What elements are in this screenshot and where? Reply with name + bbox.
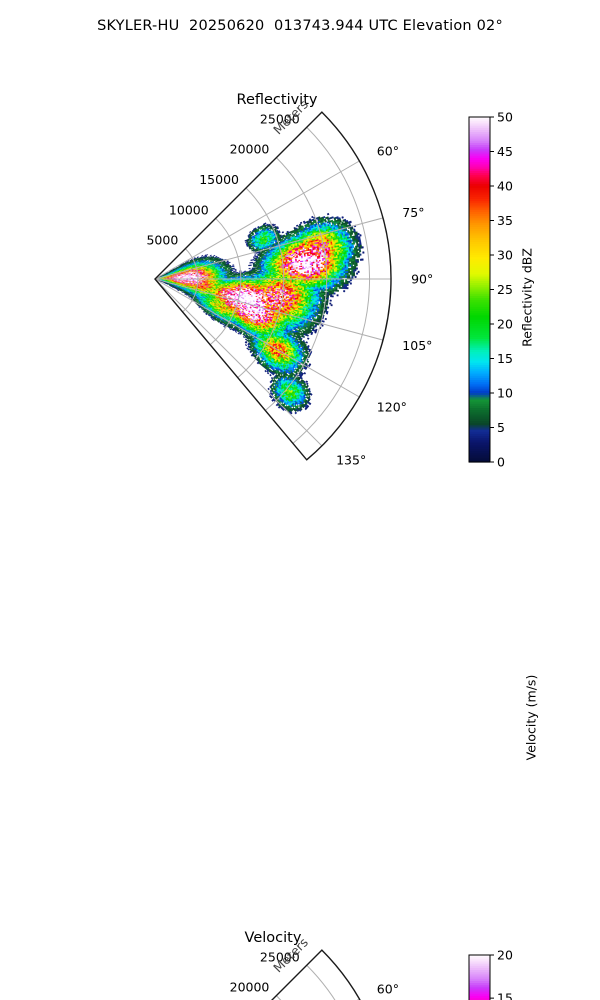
colorbar-label-reflectivity: Reflectivity dBZ xyxy=(520,238,535,358)
colorbar-tick-15: 15 xyxy=(497,991,513,1000)
azimuth-tick-labels: 60°75°90°105°120°135° xyxy=(377,982,399,997)
colorbar-tick-50: 50 xyxy=(497,109,513,124)
colorbar-tick-35: 35 xyxy=(497,213,513,228)
radial-tick-20000: 20000 xyxy=(230,980,270,995)
colorbar-tick-0: 0 xyxy=(497,454,505,469)
colorbar-label-velocity: Velocity (m/s) xyxy=(524,658,539,778)
radial-tick-25000: 25000 xyxy=(260,949,300,964)
azimuth-tick-labels: 60° 75° 90° 105° 120° 135° xyxy=(336,144,433,468)
colorbar: −20−15−10−505101520 xyxy=(468,947,513,1000)
colorbar-tick-30: 30 xyxy=(497,247,513,262)
colorbar: 0 5 10 15 20 25 30 35 40 45 50 xyxy=(468,109,513,469)
radial-tick-10000: 10000 xyxy=(169,202,209,217)
sector-outline xyxy=(154,111,392,461)
colorbar-tick-45: 45 xyxy=(497,144,513,159)
colorbar-tick-15: 15 xyxy=(497,351,513,366)
radial-tick-5000: 5000 xyxy=(146,233,178,248)
radial-tick-20000: 20000 xyxy=(230,142,270,157)
colorbar-tick-25: 25 xyxy=(497,282,513,297)
polar-gridlines xyxy=(276,964,360,1000)
radial-tick-25000: 25000 xyxy=(260,111,300,126)
azimuth-tick-60: 60° xyxy=(377,144,399,159)
colorbar-tick-5: 5 xyxy=(497,420,505,435)
azimuth-tick-105: 105° xyxy=(402,338,432,353)
azimuth-tick-135: 135° xyxy=(336,453,366,468)
colorbar-tick-20: 20 xyxy=(497,947,513,962)
azimuth-tick-75: 75° xyxy=(402,205,424,220)
figure-suptitle: SKYLER-HU 20250620 013743.944 UTC Elevat… xyxy=(0,18,600,34)
radar-echo-layer xyxy=(157,212,365,415)
colorbar-tick-10: 10 xyxy=(497,385,513,400)
panel-reflectivity: Reflectivity 60° 75° 90° 105° 120° 135° 5000 10… xyxy=(146,92,535,470)
sector-outline xyxy=(271,949,361,1000)
panel-title-reflectivity: Reflectivity xyxy=(197,92,357,108)
panel-velocity: Velocity 60°75°90°105°120°135°5000100001… xyxy=(0,418,600,1000)
azimuth-tick-120: 120° xyxy=(377,400,407,415)
panel-title-velocity: Velocity xyxy=(193,930,353,946)
polar-plot-reflectivity: 60° 75° 90° 105° 120° 135° 5000 10000 15000 20000… xyxy=(146,97,513,470)
polar-plot-velocity: 60°75°90°105°120°135°5000100001500020000… xyxy=(230,935,513,1000)
colorbar-tick-20: 20 xyxy=(497,316,513,331)
azimuth-tick-60: 60° xyxy=(377,982,399,997)
colorbar-tick-40: 40 xyxy=(497,178,513,193)
polar-gridlines xyxy=(154,126,391,447)
azimuth-tick-90: 90° xyxy=(411,272,433,287)
radial-tick-15000: 15000 xyxy=(199,172,239,187)
